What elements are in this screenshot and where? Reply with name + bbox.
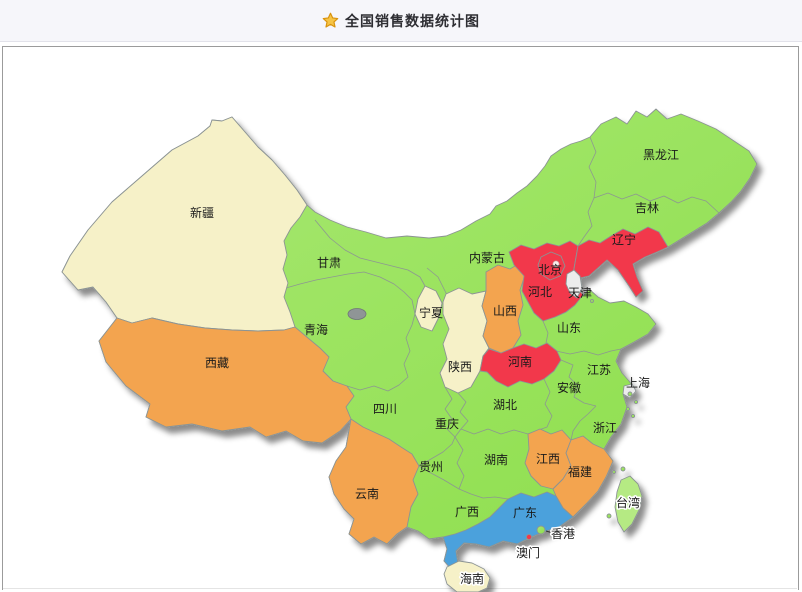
province-label-hainan: 海南 bbox=[460, 571, 484, 586]
hongkong-leader-line bbox=[545, 530, 554, 534]
province-label-hongkong: 香港 bbox=[551, 527, 575, 541]
panel-bottom-divider bbox=[3, 588, 797, 589]
province-label-heilongjiang: 黑龙江 bbox=[643, 148, 679, 162]
province-label-henan: 河南 bbox=[508, 354, 532, 369]
region-hainan[interactable] bbox=[443, 560, 491, 592]
page-title: 全国销售数据统计图 bbox=[345, 13, 480, 30]
province-label-hubei: 湖北 bbox=[493, 397, 517, 412]
region-hongkong[interactable] bbox=[536, 525, 546, 535]
coastal-islands bbox=[590, 299, 639, 519]
province-borders bbox=[285, 136, 720, 500]
region-henan[interactable] bbox=[479, 342, 562, 388]
province-label-xizang: 西藏 bbox=[205, 356, 229, 370]
province-label-hebei: 河北 bbox=[528, 285, 552, 299]
province-label-sichuan: 四川 bbox=[373, 402, 397, 416]
region-hebei[interactable] bbox=[508, 240, 584, 322]
province-label-gansu: 甘肃 bbox=[317, 256, 341, 270]
province-label-chongqing: 重庆 bbox=[435, 417, 459, 431]
province-label-guizhou: 贵州 bbox=[419, 460, 443, 474]
province-label-macau: 澳门 bbox=[516, 545, 540, 560]
region-ningxia[interactable] bbox=[414, 285, 443, 332]
province-label-guangdong: 广东 bbox=[513, 506, 537, 520]
province-label-taiwan: 台湾 bbox=[616, 495, 640, 510]
region-guangdong[interactable] bbox=[442, 491, 574, 571]
region-xinjiang[interactable] bbox=[61, 116, 308, 332]
region-yunnan[interactable] bbox=[328, 418, 420, 545]
region-shanghai[interactable] bbox=[622, 383, 637, 399]
province-label-jilin: 吉林 bbox=[635, 201, 659, 215]
province-label-ningxia: 宁夏 bbox=[419, 305, 443, 320]
region-macau[interactable] bbox=[525, 533, 533, 541]
region-fujian[interactable] bbox=[552, 435, 614, 518]
province-label-hunan: 湖南 bbox=[484, 452, 508, 467]
region-tianjin[interactable] bbox=[565, 269, 583, 299]
province-label-qinghai: 青海 bbox=[304, 322, 328, 337]
province-label-jiangxi: 江西 bbox=[536, 452, 560, 466]
province-label-guangxi: 广西 bbox=[455, 505, 479, 519]
region-beijing[interactable] bbox=[537, 251, 566, 281]
province-label-fujian: 福建 bbox=[568, 464, 592, 479]
province-label-xinjiang: 新疆 bbox=[190, 205, 214, 220]
qinghai-lake bbox=[347, 308, 367, 320]
region-taiwan[interactable] bbox=[614, 475, 643, 533]
province-label-anhui: 安徽 bbox=[557, 380, 581, 395]
province-label-tianjin: 天津 bbox=[568, 286, 592, 300]
page-header: 全国销售数据统计图 bbox=[0, 0, 802, 42]
star-icon bbox=[322, 12, 339, 28]
province-label-zhejiang: 浙江 bbox=[593, 421, 617, 435]
region-xizang[interactable] bbox=[98, 317, 355, 444]
province-label-shandong: 山东 bbox=[557, 321, 581, 335]
province-label-neimenggu: 内蒙古 bbox=[469, 250, 505, 265]
province-label-yunnan: 云南 bbox=[355, 486, 379, 501]
region-beijing-city bbox=[552, 260, 560, 268]
province-label-shaanxi: 陕西 bbox=[448, 359, 472, 374]
region-liaoning[interactable] bbox=[571, 226, 669, 298]
province-label-shanghai: 上海 bbox=[626, 375, 650, 390]
province-label-liaoning: 辽宁 bbox=[612, 232, 636, 247]
province-label-beijing: 北京 bbox=[538, 263, 562, 277]
province-label-shanxi: 山西 bbox=[493, 304, 517, 318]
province-label-jiangsu: 江苏 bbox=[587, 363, 611, 377]
